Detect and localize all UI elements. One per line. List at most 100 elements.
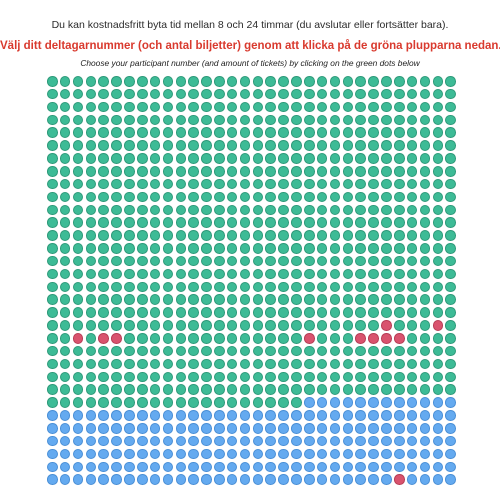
ticket-dot-available[interactable] [214,333,225,344]
ticket-dot-available[interactable] [432,255,444,267]
ticket-dot-available[interactable] [432,127,444,138]
ticket-dot-available[interactable] [316,371,328,383]
ticket-dot-available[interactable] [124,153,135,164]
ticket-dot-available[interactable] [342,114,354,126]
ticket-dot-extra[interactable] [85,410,97,421]
ticket-dot-available[interactable] [432,243,444,254]
ticket-dot-available[interactable] [265,333,277,344]
ticket-dot-available[interactable] [406,255,418,267]
ticket-dot-available[interactable] [149,153,161,164]
ticket-dot-available[interactable] [149,178,161,190]
ticket-dot-available[interactable] [355,294,366,306]
ticket-dot-extra[interactable] [175,461,187,473]
ticket-dot-extra[interactable] [329,422,341,434]
ticket-dot-available[interactable] [239,76,251,87]
ticket-dot-available[interactable] [432,294,444,306]
ticket-dot-available[interactable] [85,358,97,370]
ticket-dot-available[interactable] [432,165,444,177]
ticket-dot-available[interactable] [355,178,366,190]
ticket-dot-available[interactable] [406,371,418,383]
ticket-dot-available[interactable] [265,307,277,318]
ticket-dot-extra[interactable] [419,474,431,485]
ticket-dot-available[interactable] [175,255,187,267]
ticket-dot-available[interactable] [72,345,84,357]
ticket-dot-available[interactable] [304,178,315,190]
ticket-dot-available[interactable] [136,230,148,241]
ticket-dot-available[interactable] [47,204,58,216]
ticket-dot-available[interactable] [432,384,444,395]
ticket-dot-available[interactable] [111,358,122,370]
ticket-dot-available[interactable] [445,140,456,151]
ticket-dot-available[interactable] [239,320,251,331]
ticket-dot-available[interactable] [355,345,366,357]
ticket-dot-available[interactable] [368,178,379,190]
ticket-dot-extra[interactable] [445,448,456,460]
ticket-dot-available[interactable] [98,76,109,87]
ticket-dot-available[interactable] [188,165,199,177]
ticket-dot-available[interactable] [304,76,315,87]
ticket-dot-available[interactable] [201,153,212,164]
ticket-dot-available[interactable] [291,230,302,241]
ticket-dot-available[interactable] [291,127,302,138]
ticket-dot-available[interactable] [445,165,456,177]
ticket-dot-available[interactable] [252,243,264,254]
ticket-dot-available[interactable] [111,307,122,318]
ticket-dot-available[interactable] [124,268,135,280]
ticket-dot-available[interactable] [136,191,148,203]
ticket-dot-extra[interactable] [47,448,58,460]
ticket-dot-available[interactable] [291,307,302,318]
ticket-dot-extra[interactable] [393,435,405,447]
ticket-dot-available[interactable] [432,101,444,113]
ticket-dot-extra[interactable] [406,422,418,434]
ticket-dot-available[interactable] [406,101,418,113]
ticket-dot-available[interactable] [304,320,315,331]
ticket-dot-extra[interactable] [136,448,148,460]
ticket-dot-available[interactable] [136,358,148,370]
ticket-dot-extra[interactable] [329,410,341,421]
ticket-dot-extra[interactable] [342,422,354,434]
ticket-dot-available[interactable] [85,178,97,190]
ticket-dot-available[interactable] [419,358,431,370]
ticket-dot-available[interactable] [419,191,431,203]
ticket-dot-available[interactable] [368,384,379,395]
ticket-dot-extra[interactable] [201,448,212,460]
ticket-dot-available[interactable] [329,281,341,293]
ticket-dot-available[interactable] [175,88,187,100]
ticket-dot-available[interactable] [368,101,379,113]
ticket-dot-available[interactable] [342,294,354,306]
ticket-dot-available[interactable] [419,243,431,254]
ticket-dot-available[interactable] [201,165,212,177]
ticket-dot-available[interactable] [162,204,174,216]
ticket-dot-available[interactable] [149,191,161,203]
ticket-dot-available[interactable] [72,397,84,408]
ticket-dot-available[interactable] [214,397,225,408]
ticket-dot-available[interactable] [85,397,97,408]
ticket-dot-available[interactable] [432,140,444,151]
ticket-dot-available[interactable] [291,217,302,228]
ticket-dot-available[interactable] [381,307,392,318]
ticket-dot-available[interactable] [188,294,199,306]
ticket-dot-available[interactable] [291,371,302,383]
ticket-dot-available[interactable] [278,88,289,100]
ticket-dot-available[interactable] [149,345,161,357]
ticket-dot-extra[interactable] [98,448,109,460]
ticket-dot-extra[interactable] [252,410,264,421]
ticket-dot-available[interactable] [406,204,418,216]
ticket-dot-extra[interactable] [368,397,379,408]
ticket-dot-available[interactable] [98,358,109,370]
ticket-dot-available[interactable] [188,114,199,126]
ticket-dot-available[interactable] [342,140,354,151]
ticket-dot-extra[interactable] [419,422,431,434]
ticket-dot-extra[interactable] [98,435,109,447]
ticket-dot-available[interactable] [239,268,251,280]
ticket-dot-available[interactable] [124,384,135,395]
ticket-dot-available[interactable] [329,255,341,267]
ticket-dot-available[interactable] [136,165,148,177]
ticket-dot-available[interactable] [239,333,251,344]
ticket-dot-available[interactable] [304,140,315,151]
ticket-dot-extra[interactable] [252,474,264,485]
ticket-dot-available[interactable] [432,178,444,190]
ticket-dot-available[interactable] [111,178,122,190]
ticket-dot-available[interactable] [59,230,71,241]
ticket-dot-extra[interactable] [291,410,302,421]
